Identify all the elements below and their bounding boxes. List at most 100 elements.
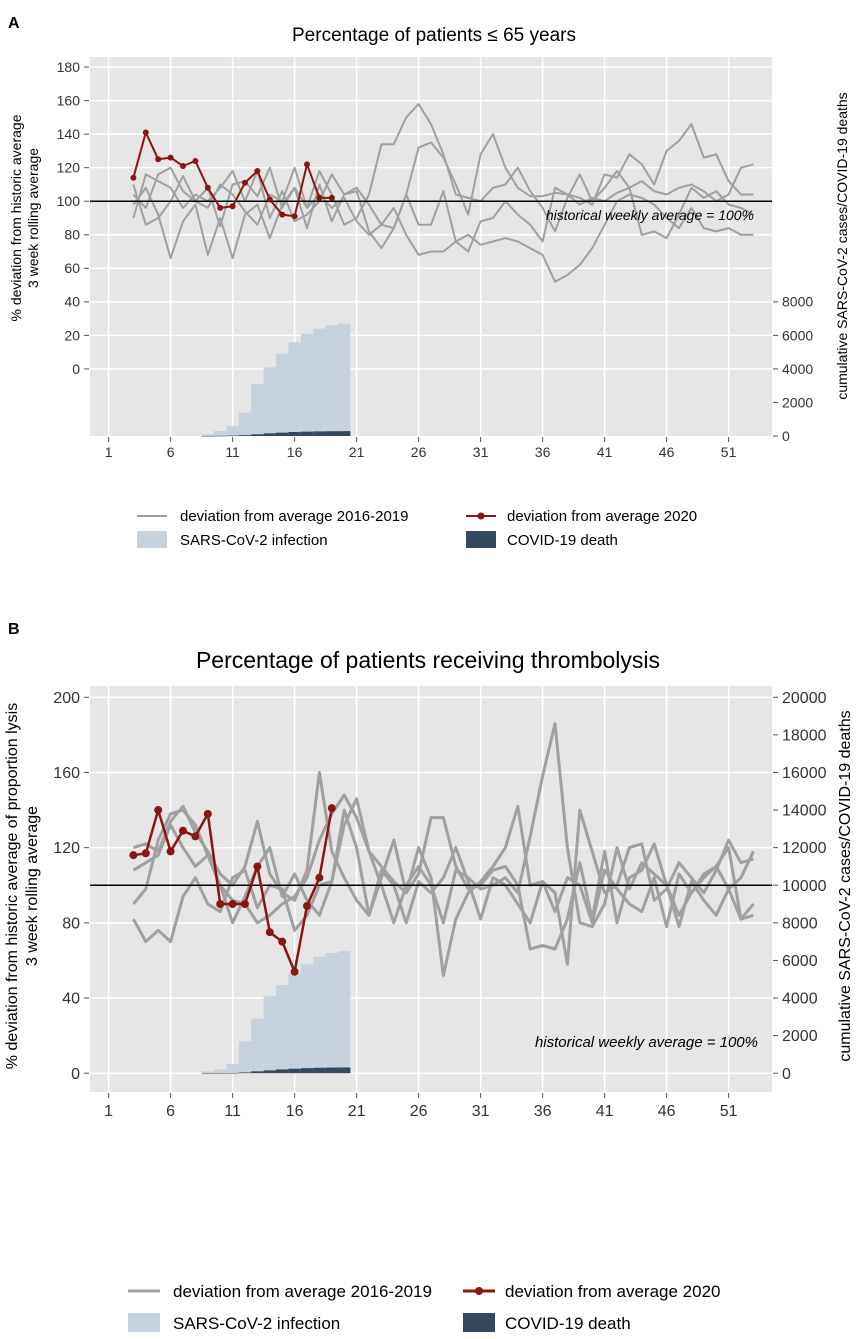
panel-b-cases-bar-week-12 xyxy=(238,1041,252,1074)
panel-b-2020-point-week-19 xyxy=(327,804,336,813)
panel-b-cases-bar-week-10 xyxy=(214,1069,227,1074)
panel-b-historic-line-2018 xyxy=(132,722,754,929)
panel-a-left-tick-label-60: 60 xyxy=(64,260,80,276)
panel-b-cases-bar-week-13 xyxy=(251,1018,264,1074)
panel-a-deaths-bar-week-14 xyxy=(263,433,276,436)
panel-a-2020-point-week-15 xyxy=(279,211,286,218)
panel-a-cases-bar-week-20 xyxy=(338,323,351,436)
panel-a-right-tick-label-6000: 6000 xyxy=(782,327,813,343)
panel-a-deaths-bar-week-10 xyxy=(214,435,227,437)
panel-b-left-tick-label-200: 200 xyxy=(53,690,80,707)
panel-b-2020-point-week-5 xyxy=(154,806,163,815)
panel-a-left-tick-label-100: 100 xyxy=(57,193,81,209)
panel-a-2020-point-week-8 xyxy=(192,157,199,164)
panel-a-right-tick-label-2000: 2000 xyxy=(782,394,813,410)
panel-a-historic-line-2017 xyxy=(132,103,754,260)
panel-a-case-bars xyxy=(201,323,351,437)
panel-a-left-tick-label-160: 160 xyxy=(57,93,81,109)
panel-b-cases-bar-week-17 xyxy=(300,964,314,1074)
panel-b-cases-bar-week-18 xyxy=(313,956,326,1074)
panel-a-deaths-bar-week-11 xyxy=(226,435,239,437)
panel-b-deaths-bar-week-16 xyxy=(288,1068,301,1074)
legend-a-2020-label: deviation from average 2020 xyxy=(507,508,697,525)
panel-a-2020-point-week-16 xyxy=(291,213,298,220)
legend-b-2020-marker xyxy=(475,1287,483,1295)
panel-b-cases-bar-week-16 xyxy=(288,973,301,1074)
panel-a-x-tick-label-21: 21 xyxy=(349,444,365,460)
panel-a-x-tick-label-26: 26 xyxy=(411,444,427,460)
panel-a-left-axis-label-2: 3 week rolling average xyxy=(25,148,41,288)
panel-b-x-tick-label-41: 41 xyxy=(596,1103,614,1120)
panel-b-reference-label: historical weekly average = 100% xyxy=(535,1034,758,1051)
panel-a-left-tick-label-40: 40 xyxy=(64,294,80,310)
panel-b-2020-point-week-15 xyxy=(278,937,287,946)
panel-b-right-tick-label-20000: 20000 xyxy=(782,690,827,707)
panel-a-deaths-bar-week-15 xyxy=(276,432,289,436)
panel-b-left-tick-label-40: 40 xyxy=(62,991,80,1008)
legend-a-cases-label: SARS-CoV-2 infection xyxy=(180,532,328,549)
panel-a-cases-bar-week-11 xyxy=(226,425,239,436)
panel-a-x-tick-label-6: 6 xyxy=(167,444,175,460)
legend-b-historic-label: deviation from average 2016-2019 xyxy=(173,1282,432,1301)
panel-a-left-axis-label-1: % deviation from historic average xyxy=(8,114,24,321)
panel-a-x-tick-label-51: 51 xyxy=(721,444,737,460)
panel-b-historic-line-2017 xyxy=(132,797,755,951)
legend-a-cases-swatch xyxy=(137,531,167,548)
panel-a-legend: deviation from average 2016-2019 deviati… xyxy=(137,508,697,549)
panel-b-2020-point-week-7 xyxy=(179,826,187,835)
legend-b-deaths-label: COVID-19 death xyxy=(505,1314,631,1333)
panel-b-left-tick-label-120: 120 xyxy=(53,840,80,857)
panel-b-x-tick-label-16: 16 xyxy=(286,1103,304,1120)
panel-a-historic-lines xyxy=(132,103,754,283)
panel-b-x-tick-label-46: 46 xyxy=(658,1103,676,1120)
legend-b-2020-label: deviation from average 2020 xyxy=(505,1282,720,1301)
panel-b-right-tick-label-4000: 4000 xyxy=(782,991,818,1008)
legend-a-historic-label: deviation from average 2016-2019 xyxy=(180,508,409,525)
panel-b-2020-point-week-17 xyxy=(303,901,311,910)
panel-b-gridlines xyxy=(90,686,772,1092)
panel-b-cases-bar-week-14 xyxy=(263,996,276,1074)
panel-b-deaths-bar-week-11 xyxy=(226,1073,239,1074)
panel-a-deaths-bar-week-12 xyxy=(238,435,252,436)
panel-a-cases-bar-week-17 xyxy=(300,333,314,436)
panel-a-right-tick-label-4000: 4000 xyxy=(782,361,813,377)
panel-b-right-tick-label-0: 0 xyxy=(782,1066,791,1083)
panel-b-deaths-bar-week-19 xyxy=(325,1067,338,1074)
panel-a-2020-point-week-19 xyxy=(328,194,335,201)
panel-b-cases-bar-week-20 xyxy=(338,951,351,1074)
panel-b-deaths-bar-week-15 xyxy=(276,1069,289,1074)
panel-a-left-tick-label-180: 180 xyxy=(57,59,81,75)
panel-a-x-tick-label-16: 16 xyxy=(287,444,303,460)
legend-b-cases-label: SARS-CoV-2 infection xyxy=(173,1314,340,1333)
panel-b-right-tick-label-8000: 8000 xyxy=(782,915,818,932)
panel-b-x-tick-label-36: 36 xyxy=(534,1103,552,1120)
panel-a-title: Percentage of patients ≤ 65 years xyxy=(292,25,576,46)
panel-a-deaths-bar-week-17 xyxy=(300,431,314,436)
panel-a-x-tick-label-11: 11 xyxy=(225,444,240,460)
panel-b-deaths-bar-week-14 xyxy=(263,1070,276,1074)
panel-b-2020-point-week-4 xyxy=(141,849,150,858)
panel-b-title: Percentage of patients receiving thrombo… xyxy=(196,647,660,673)
panel-a-cases-bar-week-13 xyxy=(251,384,264,436)
panel-b-historic-line-2016 xyxy=(132,771,754,977)
panel-b-2020-point-week-18 xyxy=(315,873,324,882)
panel-a-left-tick-label-20: 20 xyxy=(64,327,80,343)
panel-a-cases-bar-week-10 xyxy=(214,430,227,436)
panel-a-letter: A xyxy=(8,15,20,32)
panel-a-left-tick-label-0: 0 xyxy=(72,361,80,377)
panel-b-2020-point-week-11 xyxy=(228,900,237,909)
panel-b-2020-point-week-13 xyxy=(253,862,262,871)
panel-b-right-tick-label-16000: 16000 xyxy=(782,765,827,782)
panel-a-2020-point-week-11 xyxy=(229,203,236,210)
panel-b-left-axis-label-2: 3 week rolling average xyxy=(24,806,41,966)
panel-a-deaths-bar-week-18 xyxy=(313,431,326,436)
panel-b-deaths-bar-week-20 xyxy=(338,1067,351,1074)
panel-a-right-tick-label-0: 0 xyxy=(782,428,790,444)
panel-a-2020-point-week-12 xyxy=(242,179,248,186)
panel-b-deaths-bar-week-10 xyxy=(214,1073,227,1074)
panel-a-deaths-bar-week-13 xyxy=(251,434,264,436)
panel-b-x-tick-label-26: 26 xyxy=(410,1103,428,1120)
panel-b-historic-line-2019 xyxy=(132,808,755,944)
panel-b-2020-point-week-16 xyxy=(290,967,299,976)
panel-b-case-bars xyxy=(201,951,351,1074)
